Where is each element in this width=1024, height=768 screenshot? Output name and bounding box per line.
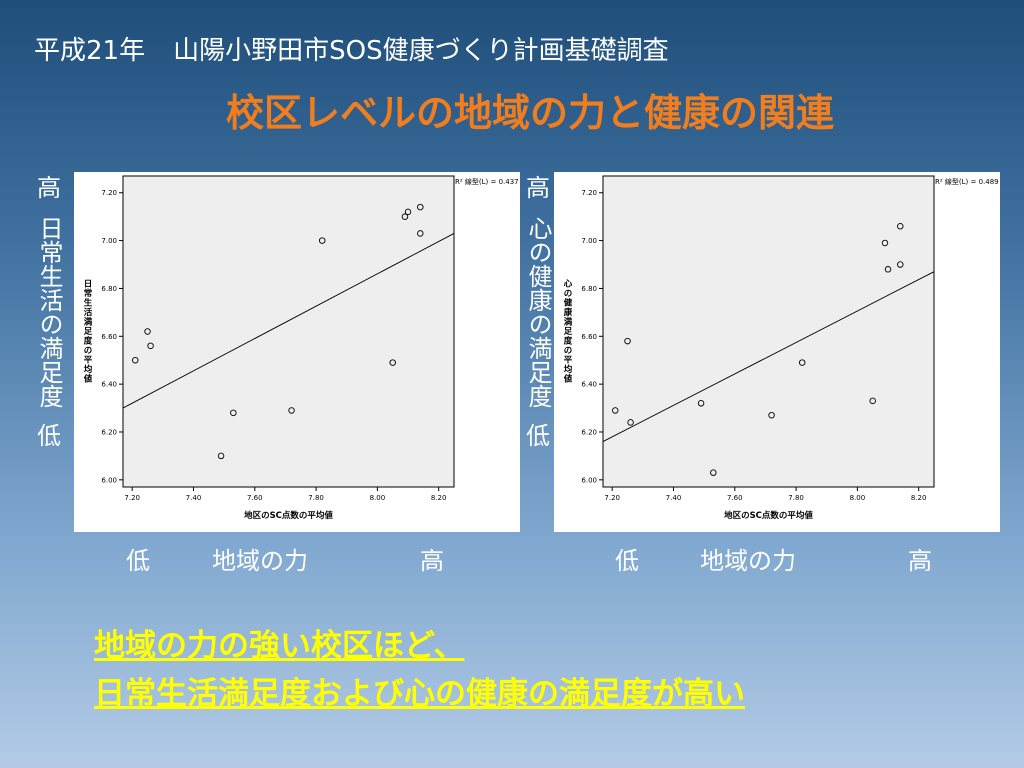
data-point [697, 400, 705, 407]
x-axis-title: 地区のSC点数の平均値 [244, 510, 333, 521]
data-point [798, 359, 806, 366]
x-tick-label: 7.20 [124, 494, 140, 502]
plot-area [602, 175, 935, 488]
data-point [230, 409, 237, 417]
data-point [710, 469, 717, 476]
right-y-axis-label: 高 心の健康の満足度 低 [523, 174, 553, 450]
data-point [318, 237, 326, 244]
y-axis-title: 日常生活満足度の平均値 [83, 279, 93, 384]
survey-header: 平成21年 山陽小野田市SOS健康づくり計画基礎調査 [34, 30, 669, 67]
data-point [217, 452, 225, 460]
data-point [417, 203, 424, 211]
left-y-high: 高 [37, 174, 61, 202]
data-point [897, 261, 904, 268]
plot-area [122, 175, 455, 488]
left-x-middle: 地域の力 [212, 547, 308, 575]
y-tick-label: 6.40 [101, 381, 117, 389]
x-axis-title: 地区のSC点数の平均値 [724, 510, 813, 521]
y-tick-label: 7.00 [101, 237, 117, 245]
y-tick-label: 7.00 [581, 237, 597, 245]
y-tick-label: 7.20 [101, 189, 117, 197]
header-survey-name: 山陽小野田市SOS健康づくり計画基礎調査 [173, 36, 669, 66]
right-x-low: 低 [615, 547, 639, 575]
y-tick-label: 6.80 [581, 285, 597, 293]
y-tick-label: 6.80 [101, 285, 117, 293]
scatter-chart-mental-health: 6.00 6.20 6.40 6.60 6.80 7.00 7.20 7.20 7.40 7.60… [563, 175, 999, 521]
x-tick-label: 7.40 [666, 494, 682, 502]
conclusion-line-1: 地域の力の強い校区ほど、 [94, 628, 465, 664]
x-tick-label: 7.60 [727, 494, 743, 502]
data-point [132, 356, 139, 364]
x-tick-label: 8.00 [370, 494, 386, 502]
y-tick-label: 7.20 [581, 189, 597, 197]
right-x-high: 高 [908, 547, 932, 575]
right-y-low: 低 [526, 422, 550, 450]
left-y-middle: 日常生活の満足度 [35, 216, 63, 408]
y-tick-label: 6.00 [101, 476, 117, 484]
x-tick-label: 8.00 [850, 494, 866, 502]
chart-panel-daily-life: 6.00 6.20 6.40 6.60 6.80 7.00 7.20 7.20 7.40 7.60… [74, 172, 520, 532]
scatter-chart-daily-life: 6.00 6.20 6.40 6.60 6.80 7.00 7.20 7.20 7.40 7.60… [83, 175, 519, 521]
x-tick-label: 8.20 [431, 494, 447, 502]
data-point [627, 419, 634, 426]
conclusion-line-2: 日常生活満足度および心の健康の満足度が高い [94, 676, 745, 712]
data-point [417, 230, 424, 237]
data-point [869, 397, 876, 405]
legend-r-squared: R² 線型(L) = 0.437 [455, 177, 519, 186]
data-point [768, 411, 775, 419]
right-x-middle: 地域の力 [700, 547, 796, 575]
data-point [881, 239, 889, 247]
x-tick-label: 7.40 [186, 494, 202, 502]
y-tick-label: 6.60 [581, 333, 597, 341]
data-point [612, 407, 619, 414]
data-point [897, 222, 904, 230]
y-tick-label: 6.20 [101, 428, 117, 436]
regression-line [602, 271, 935, 442]
left-y-axis-label: 高 日常生活の満足度 低 [34, 174, 64, 450]
x-tick-label: 7.80 [308, 494, 324, 502]
x-tick-label: 7.80 [788, 494, 804, 502]
data-point [389, 359, 396, 366]
right-y-high: 高 [526, 174, 550, 202]
slide-title: 校区レベルの地域の力と健康の関連 [225, 91, 834, 135]
x-tick-label: 7.20 [604, 494, 620, 502]
header-year: 平成21年 [34, 36, 146, 66]
data-point [401, 213, 409, 220]
data-point [884, 266, 892, 273]
chart-panel-mental-health: 6.00 6.20 6.40 6.60 6.80 7.00 7.20 7.20 7.40 7.60… [554, 172, 1000, 532]
left-y-low: 低 [37, 422, 61, 450]
x-tick-label: 7.60 [247, 494, 263, 502]
left-x-low: 低 [126, 547, 150, 575]
data-point [144, 328, 151, 335]
data-point [147, 342, 154, 350]
legend-r-squared: R² 線型(L) = 0.489 [935, 177, 999, 186]
x-tick-label: 8.20 [911, 494, 927, 502]
y-tick-label: 6.60 [101, 333, 117, 341]
regression-line [122, 233, 455, 409]
left-x-high: 高 [420, 547, 444, 575]
data-point [288, 407, 295, 414]
data-point [404, 208, 412, 216]
y-tick-label: 6.40 [581, 381, 597, 389]
y-tick-label: 6.20 [581, 428, 597, 436]
y-tick-label: 6.00 [581, 476, 597, 484]
y-axis-title: 心の健康満足度の平均値 [563, 278, 573, 384]
right-y-middle: 心の健康の満足度 [524, 216, 552, 408]
data-point [624, 337, 631, 345]
